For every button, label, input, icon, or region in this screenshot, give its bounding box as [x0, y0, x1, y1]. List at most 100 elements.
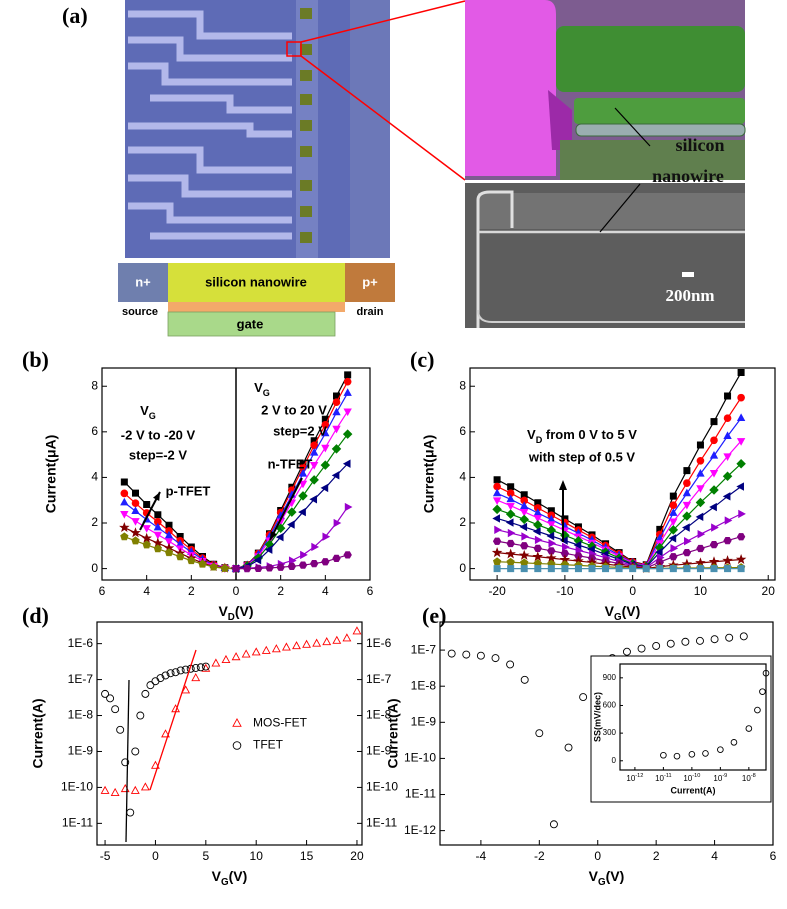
- schematic-part: [168, 263, 345, 302]
- data-point: [131, 747, 140, 756]
- x-tick-label: 6: [770, 849, 777, 863]
- y-tick-label: 8: [459, 378, 466, 392]
- annotation-main: V: [140, 403, 149, 418]
- arrow: [269, 477, 303, 541]
- data-point: [520, 675, 529, 684]
- sem-gray-part: [682, 272, 694, 277]
- data-point: [670, 544, 679, 553]
- data-point: [120, 497, 129, 506]
- y-tick-label: 1E-9: [68, 744, 94, 758]
- data-point: [343, 377, 352, 386]
- data-point: [111, 705, 120, 714]
- x-axis-label-main: V: [218, 603, 228, 619]
- micrograph-part-part: [128, 146, 292, 174]
- data-point: [507, 483, 515, 491]
- micrograph-part-part: [128, 122, 292, 138]
- micrograph-part: [350, 0, 390, 258]
- data-point: [140, 782, 150, 791]
- data-point: [696, 485, 705, 493]
- data-point: [332, 425, 341, 434]
- data-point: [191, 664, 200, 672]
- x-tick-label: 4: [143, 584, 150, 598]
- data-point: [669, 501, 678, 510]
- data-point: [724, 516, 733, 525]
- data-point: [110, 787, 120, 796]
- schematic-part: [345, 263, 395, 302]
- data-point: [492, 514, 500, 523]
- micrograph-part: [128, 10, 292, 240]
- data-point: [654, 548, 663, 557]
- micrograph-part-part: [128, 202, 292, 224]
- data-point: [164, 530, 174, 539]
- schematic-label: n+: [135, 274, 151, 289]
- data-point: [688, 751, 696, 758]
- micrograph-part-part: [300, 146, 312, 157]
- x-tick-label: 2: [653, 849, 660, 863]
- arrow-head: [559, 480, 567, 490]
- data-point: [736, 458, 746, 469]
- inset-background: [590, 655, 772, 803]
- data-point: [534, 565, 542, 573]
- x-tick-label-base: 10: [713, 774, 722, 783]
- data-point: [287, 507, 297, 517]
- x-tick-label-exp: -10: [692, 773, 700, 779]
- annotation-main: V: [254, 380, 263, 395]
- data-point: [673, 752, 681, 760]
- x-tick-label: 20: [762, 584, 776, 598]
- data-point: [275, 532, 284, 542]
- data-point: [342, 459, 351, 468]
- data-point: [164, 538, 174, 547]
- plot-frame: [439, 621, 774, 846]
- x-tick-label: 15: [300, 849, 314, 863]
- data-point: [709, 450, 719, 459]
- y-tick-label: 1E-10: [404, 751, 436, 765]
- data-point: [161, 671, 170, 680]
- data-point: [735, 553, 747, 564]
- data-point: [241, 649, 251, 658]
- x-axis-label-main: V: [589, 868, 599, 884]
- data-point: [288, 556, 297, 565]
- data-point: [101, 689, 110, 698]
- data-point: [519, 514, 529, 525]
- data-point: [332, 407, 341, 416]
- data-point: [309, 475, 319, 485]
- y-tick-label: 6: [459, 424, 466, 438]
- x-tick-label: 4: [322, 584, 329, 598]
- y-tick-label: 900: [603, 673, 617, 682]
- micrograph-part-part: [300, 120, 312, 131]
- data-point: [344, 502, 353, 512]
- x-tick-label-exp: -11: [664, 773, 672, 779]
- data-point: [656, 565, 664, 573]
- data-point: [682, 523, 690, 532]
- x-tick-label: 0: [233, 584, 240, 598]
- panel-label: (e): [422, 603, 446, 628]
- y-tick-label: 1E-9: [411, 714, 437, 728]
- micrograph-part: [300, 0, 466, 43]
- data-point: [759, 688, 766, 695]
- data-point: [682, 511, 692, 521]
- data-point: [547, 565, 555, 573]
- annotation: -2 V to -20 V: [121, 427, 196, 442]
- data-point: [637, 644, 646, 653]
- sem-gray-part: [599, 183, 641, 233]
- data-point: [253, 555, 262, 565]
- panel-label: (d): [22, 603, 49, 628]
- x-axis-label-rest: (V): [229, 868, 248, 884]
- data-point: [221, 654, 231, 664]
- micrograph-part-part: [300, 232, 312, 243]
- data-point: [332, 392, 341, 400]
- data-point: [681, 637, 690, 646]
- x-tick-label: -20: [488, 584, 506, 598]
- x-tick-label: 6: [99, 584, 106, 598]
- data-point: [629, 565, 637, 573]
- data-point: [666, 639, 675, 648]
- data-point: [710, 565, 718, 573]
- data-point: [292, 641, 301, 650]
- data-point: [309, 495, 318, 504]
- data-point: [736, 413, 746, 422]
- data-point: [309, 462, 319, 470]
- sem-label: silicon: [675, 135, 724, 155]
- data-point: [547, 521, 556, 529]
- data-point: [709, 470, 719, 478]
- y-tick-label: 1E-8: [68, 708, 94, 722]
